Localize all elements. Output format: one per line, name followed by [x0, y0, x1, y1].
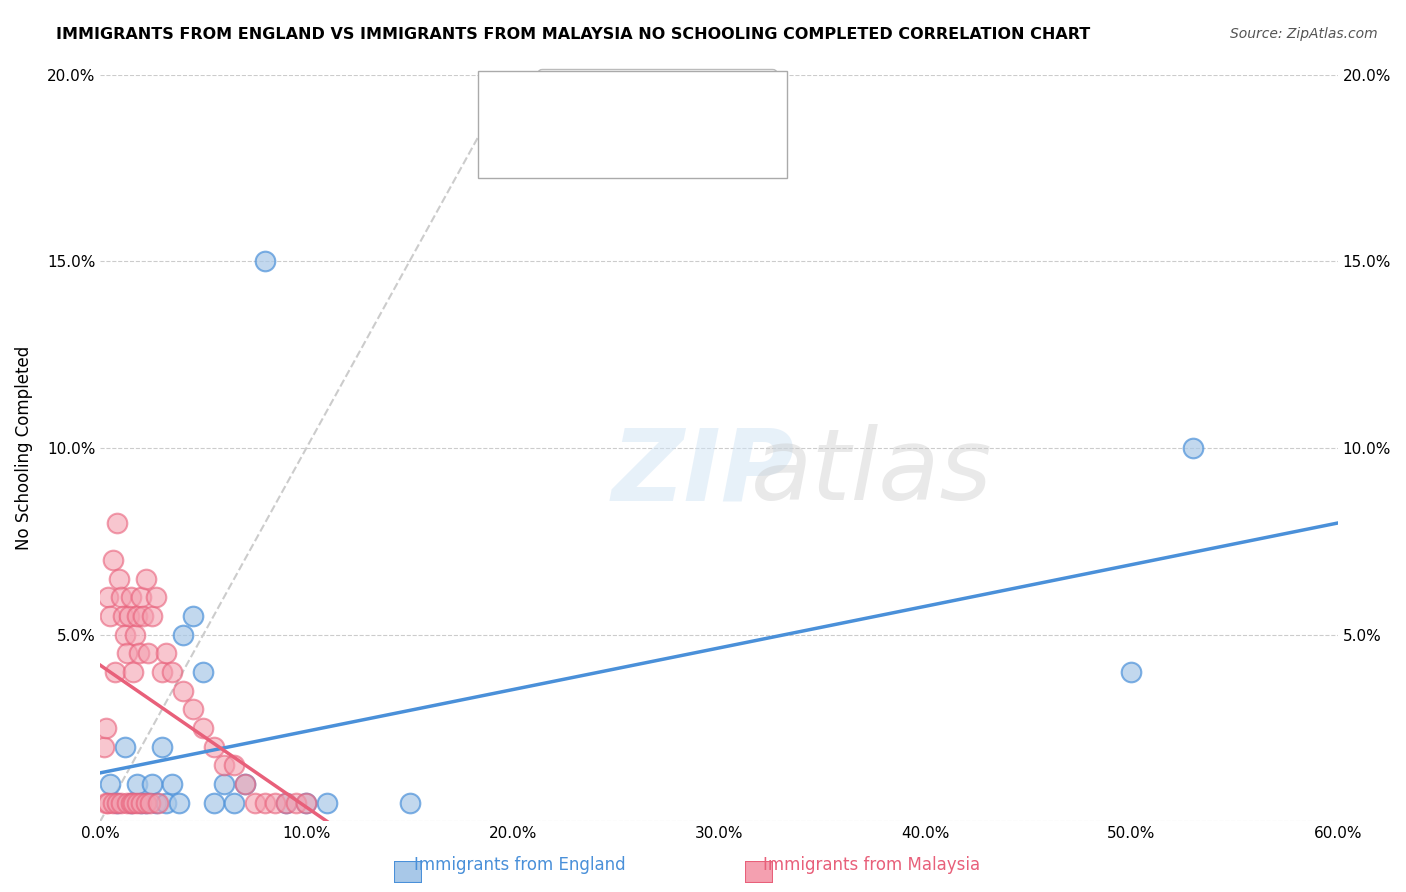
Point: [110, 591, 132, 605]
Point: [145, 591, 167, 605]
Point: [172, 683, 194, 698]
Point: [150, 739, 173, 754]
Point: [131, 591, 153, 605]
Point: [111, 609, 134, 624]
Point: [136, 647, 159, 661]
Point: [155, 796, 177, 810]
Point: [150, 665, 173, 679]
Point: [131, 796, 153, 810]
Point: [202, 739, 225, 754]
Point: [107, 572, 129, 586]
Point: [145, 796, 167, 810]
Point: [224, 796, 246, 810]
Point: [105, 796, 128, 810]
Point: [172, 628, 194, 642]
Point: [1121, 665, 1143, 679]
Point: [101, 553, 124, 567]
Text: Immigrants from Malaysia: Immigrants from Malaysia: [763, 856, 980, 874]
Point: [122, 796, 145, 810]
Point: [131, 796, 153, 810]
Point: [193, 721, 215, 735]
Point: [120, 796, 142, 810]
Point: [146, 796, 169, 810]
Text: IMMIGRANTS FROM ENGLAND VS IMMIGRANTS FROM MALAYSIA NO SCHOOLING COMPLETED CORRE: IMMIGRANTS FROM ENGLAND VS IMMIGRANTS FR…: [56, 27, 1091, 42]
Point: [127, 796, 149, 810]
Text: ZIP: ZIP: [612, 425, 794, 521]
Point: [103, 665, 125, 679]
Point: [100, 609, 122, 624]
Point: [122, 665, 145, 679]
Y-axis label: No Schooling Completed: No Schooling Completed: [15, 346, 32, 550]
Point: [274, 796, 297, 810]
Text: Source: ZipAtlas.com: Source: ZipAtlas.com: [1230, 27, 1378, 41]
Point: [1182, 441, 1205, 455]
Point: [115, 796, 138, 810]
Point: [134, 796, 156, 810]
Point: [181, 609, 204, 624]
Legend: R = 0.393   N = 27, R =  0.161   N = 53: R = 0.393 N = 27, R = 0.161 N = 53: [538, 69, 776, 145]
Point: [167, 796, 190, 810]
Point: [100, 777, 122, 791]
Point: [202, 796, 225, 810]
Point: [398, 796, 420, 810]
Point: [264, 796, 287, 810]
Point: [128, 647, 150, 661]
Point: [96, 796, 118, 810]
Point: [141, 609, 163, 624]
Point: [134, 572, 156, 586]
Point: [254, 254, 277, 268]
Point: [101, 796, 124, 810]
Point: [132, 609, 155, 624]
Point: [295, 796, 318, 810]
Point: [127, 777, 149, 791]
Point: [105, 796, 128, 810]
Point: [274, 796, 297, 810]
Point: [93, 739, 115, 754]
Point: [134, 796, 156, 810]
Point: [110, 796, 132, 810]
Point: [118, 609, 141, 624]
Text: atlas: atlas: [751, 425, 993, 521]
Point: [141, 777, 163, 791]
Point: [243, 796, 266, 810]
Point: [96, 721, 118, 735]
Point: [233, 777, 256, 791]
Point: [114, 739, 136, 754]
Point: [181, 702, 204, 716]
Point: [114, 628, 136, 642]
Point: [97, 796, 120, 810]
Point: [120, 591, 142, 605]
Point: [193, 665, 215, 679]
Point: [295, 796, 318, 810]
Point: [316, 796, 339, 810]
Point: [224, 758, 246, 772]
Point: [127, 609, 149, 624]
Point: [233, 777, 256, 791]
Text: Immigrants from England: Immigrants from England: [415, 856, 626, 874]
Point: [138, 796, 160, 810]
Point: [254, 796, 277, 810]
Point: [155, 647, 177, 661]
Point: [115, 647, 138, 661]
Point: [124, 628, 146, 642]
Point: [105, 516, 128, 530]
Point: [97, 591, 120, 605]
Point: [120, 796, 142, 810]
Point: [162, 665, 184, 679]
Point: [162, 777, 184, 791]
Point: [212, 758, 235, 772]
Point: [212, 777, 235, 791]
Point: [285, 796, 308, 810]
